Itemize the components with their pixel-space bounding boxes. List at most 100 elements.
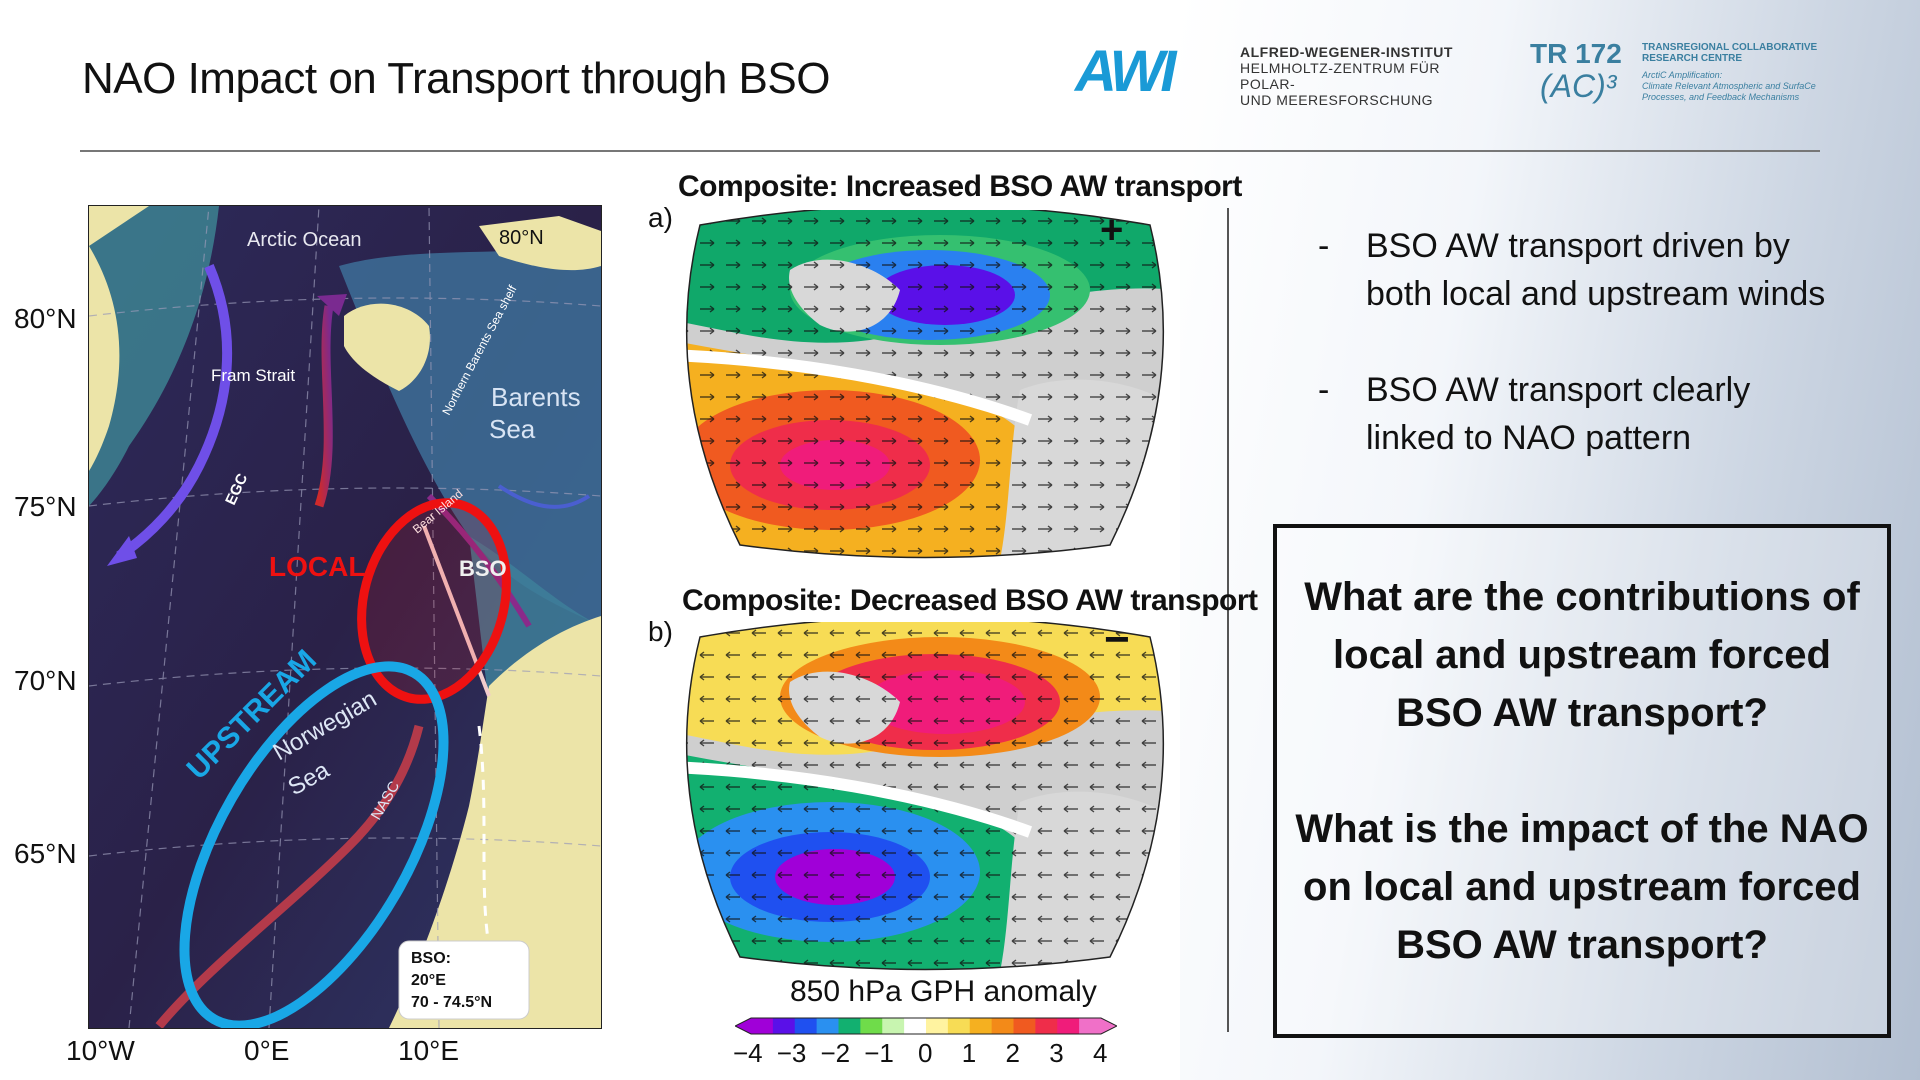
- question-1-line-2: local and upstream forced: [1333, 633, 1831, 677]
- colorbar-swatch: [969, 1018, 993, 1034]
- colorbar-swatch: [1013, 1018, 1036, 1034]
- bullet-item-1: - BSO AW transport driven by both local …: [1318, 222, 1838, 318]
- tr172-small-1: ArctiC Amplification:: [1642, 70, 1723, 80]
- wsc-arrowhead: [317, 294, 347, 316]
- awi-logo: AWI ALFRED-WEGENER-INSTITUT HELMHOLTZ-ZE…: [1075, 32, 1495, 108]
- ac3-mark: (AC)³: [1540, 68, 1617, 104]
- lon-label-10w: 10°W: [66, 1035, 135, 1066]
- colorbar-swatch: [947, 1018, 971, 1034]
- bathymetry-map: Arctic Ocean 80°N Fram Strait Northern B…: [88, 205, 602, 1029]
- lon-label-0e: 0°E: [244, 1035, 290, 1066]
- bso-map-label: BSO: [459, 556, 507, 581]
- local-label: LOCAL: [269, 551, 365, 582]
- greenland-shelf: [89, 206, 219, 506]
- colorbar-max-extension: [1101, 1018, 1117, 1034]
- nasc-current: [155, 724, 424, 1028]
- question-1-line-1: What are the contributions of: [1304, 575, 1860, 619]
- colorbar-swatch: [838, 1018, 861, 1034]
- bullet-list: - BSO AW transport driven by both local …: [1318, 222, 1838, 510]
- colorbar: [735, 1017, 1117, 1035]
- panel-b-title: Composite: Decreased BSO AW transport: [682, 584, 1258, 617]
- bso-pointer-line: [477, 725, 491, 947]
- question-2-line-3: BSO AW transport?: [1396, 923, 1768, 967]
- bso-box-line-3: 70 - 74.5°N: [411, 994, 492, 1011]
- question-box: What are the contributions of local and …: [1273, 524, 1891, 1038]
- slide-title: NAO Impact on Transport through BSO: [82, 54, 830, 103]
- colorbar-min-extension: [735, 1018, 751, 1034]
- tr172-small-3: Processes, and Feedback Mechanisms: [1642, 92, 1800, 102]
- bso-info-box: [398, 940, 530, 1020]
- colorbar-swatch: [860, 1018, 883, 1034]
- panel-b-sign: −: [1104, 615, 1130, 664]
- greenland-land: [89, 206, 149, 471]
- wsc-current: [314, 305, 334, 508]
- question-1-line-3: BSO AW transport?: [1396, 691, 1768, 735]
- colorbar-outline: [735, 1017, 1117, 1035]
- colorbar-tick-label: −3: [776, 1038, 807, 1068]
- egc-arrowhead: [107, 536, 137, 566]
- lat-label-75: 75°N: [14, 491, 77, 522]
- colorbar-swatch: [1057, 1018, 1080, 1034]
- bso-box-line-2: 20°E: [411, 972, 446, 989]
- awi-logo-mark: AWI: [1075, 39, 1177, 104]
- tr172-logo: TR 172 (AC)³ TRANSREGIONAL COLLABORATIVE…: [1530, 38, 1830, 108]
- tr172-small-2: Climate Relevant Atmospheric and SurfaCe: [1642, 81, 1816, 91]
- lon-label-10e: 10°E: [398, 1035, 460, 1066]
- bullet-text-2: BSO AW transport clearly linked to NAO p…: [1366, 371, 1751, 457]
- upstream-ellipse: [179, 661, 449, 1028]
- lat-label-80: 80°N: [14, 303, 77, 334]
- tr172-mark: TR 172: [1530, 38, 1622, 69]
- colorbar-tick-label: 2: [1005, 1038, 1020, 1068]
- awi-line-1: ALFRED-WEGENER-INSTITUT: [1240, 44, 1453, 60]
- panel-a-sign: +: [1100, 208, 1124, 252]
- colorbar-swatch: [926, 1018, 949, 1034]
- scandinavia-land: [389, 616, 601, 1028]
- arctic-ocean-label: Arctic Ocean: [247, 229, 361, 251]
- colorbar-tick-label: 1: [961, 1038, 977, 1068]
- colorbar-swatch: [991, 1018, 1014, 1034]
- panel-a-letter: a): [648, 202, 673, 233]
- egc-current: [116, 264, 233, 561]
- colorbar-swatch: [751, 1018, 774, 1034]
- colorbar-swatch: [904, 1018, 927, 1034]
- colorbar-swatch: [794, 1018, 818, 1034]
- colorbar-swatch: [1035, 1018, 1058, 1034]
- colorbar-swatch: [882, 1018, 905, 1034]
- barents-current: [497, 484, 591, 509]
- svalbard-land: [344, 303, 430, 391]
- lat-label-65: 65°N: [14, 838, 77, 869]
- panel-a-title: Composite: Increased BSO AW transport: [678, 170, 1242, 203]
- bso-box-line-1: BSO:: [411, 950, 451, 967]
- colorbar-swatch: [1079, 1018, 1102, 1034]
- awi-line-3: UND MEERESFORSCHUNG: [1240, 92, 1434, 108]
- tr172-description: ArctiC Amplification: Climate Relevant A…: [1642, 70, 1816, 103]
- question-2-line-1: What is the impact of the NAO: [1295, 807, 1869, 851]
- colorbar-tick-label: 3: [1049, 1038, 1064, 1068]
- panel-b-map: [670, 616, 1180, 972]
- barents-label-2: Sea: [489, 414, 536, 444]
- question-2-line-2: on local and upstream forced: [1303, 865, 1861, 909]
- tr172-heading: TRANSREGIONAL COLLABORATIVE RESEARCH CEN…: [1642, 42, 1817, 64]
- bullet-dash-1: -: [1318, 227, 1330, 265]
- colorbar-swatch: [816, 1018, 839, 1034]
- lat80-inline-label: 80°N: [499, 227, 544, 249]
- tr172-line-2: RESEARCH CENTRE: [1642, 53, 1743, 64]
- column-divider: [1227, 208, 1229, 1032]
- colorbar-swatch: [772, 1018, 796, 1034]
- local-ellipse: [357, 498, 511, 704]
- panel-b-letter: b): [648, 616, 673, 647]
- colorbar-tick-label: 4: [1093, 1038, 1108, 1068]
- background-wash: [1180, 0, 1920, 1080]
- colorbar-tick-label: −4: [733, 1038, 763, 1068]
- tr172-line-1: TRANSREGIONAL COLLABORATIVE: [1642, 42, 1818, 53]
- bullet-text-1: BSO AW transport driven by both local an…: [1366, 227, 1826, 313]
- panel-a-map: [670, 204, 1180, 560]
- awi-logo-text: ALFRED-WEGENER-INSTITUT HELMHOLTZ-ZENTRU…: [1240, 44, 1495, 108]
- title-divider: [80, 150, 1820, 152]
- awi-line-2: HELMHOLTZ-ZENTRUM FÜR POLAR-: [1240, 60, 1441, 92]
- bullet-dash-2: -: [1318, 371, 1330, 409]
- fram-strait-label: Fram Strait: [211, 366, 295, 385]
- bullet-item-2: - BSO AW transport clearly linked to NAO…: [1318, 366, 1838, 462]
- colorbar-tick-label: −1: [864, 1038, 894, 1068]
- colorbar-tick-label: −2: [820, 1038, 851, 1068]
